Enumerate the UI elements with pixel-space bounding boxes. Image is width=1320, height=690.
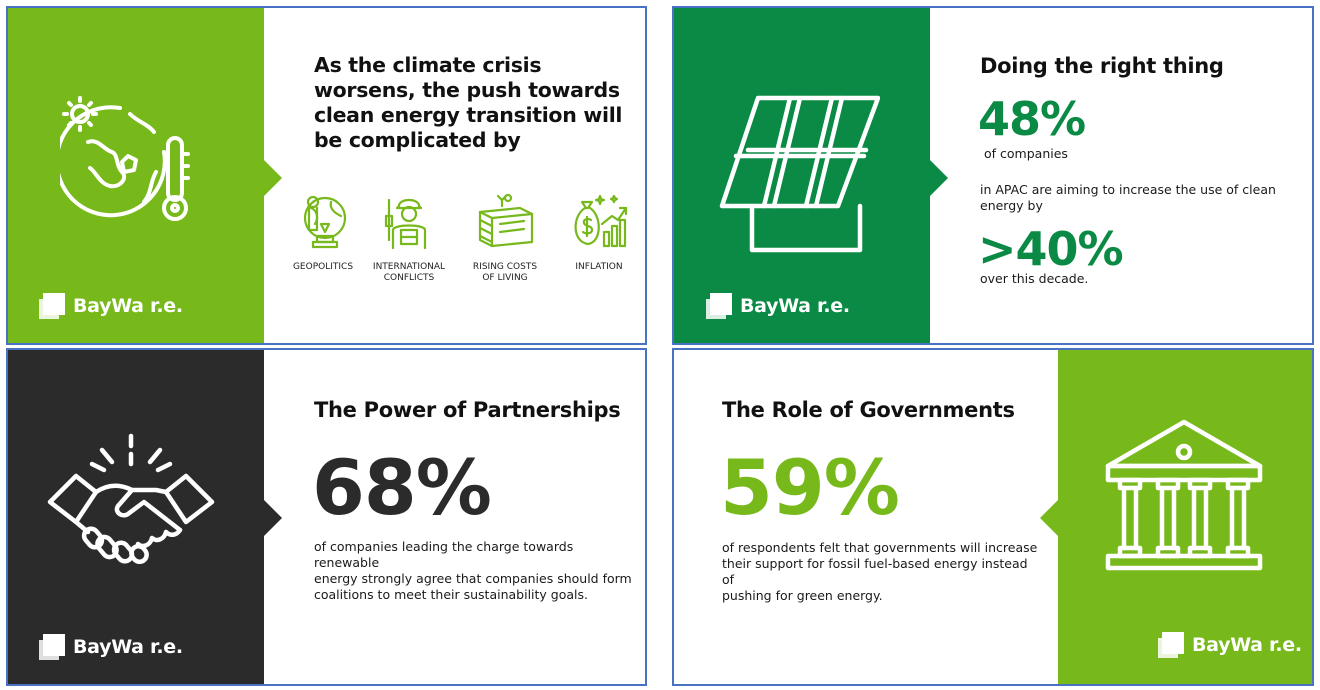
brand-logo: BayWa r.e.	[704, 291, 850, 321]
factor-label-line: RISING COSTS	[472, 262, 538, 272]
card1-heading-line: be complicated by	[314, 128, 521, 152]
card2-arrow	[930, 160, 948, 196]
soldier-icon	[384, 198, 427, 250]
card4-text-line: of respondents felt that governments wil…	[722, 540, 1038, 555]
card1-heading-line: clean energy transition will	[314, 103, 623, 127]
factor-geopolitics: GEOPOLITICS	[282, 190, 364, 273]
solar-panel-icon	[719, 95, 880, 253]
baywa-logo-icon	[706, 293, 732, 319]
factor-label: GEOPOLITICS	[292, 262, 354, 272]
baywa-logo-icon	[39, 293, 65, 319]
factor-inflation: INFLATION	[558, 190, 640, 273]
factor-label: INTERNATIONAL CONFLICTS	[368, 262, 450, 284]
card3-side-panel	[8, 350, 264, 684]
factor-label-line: CONFLICTS	[383, 273, 435, 283]
card4-text: of respondents felt that governments wil…	[722, 540, 1042, 604]
factor-label: RISING COSTS OF LIVING	[464, 262, 546, 284]
card2-text-line: in APAC are aiming to increase the use o…	[980, 182, 1276, 197]
card2-heading: Doing the right thing	[980, 54, 1224, 78]
card4-stat: 59%	[720, 443, 900, 532]
card3-heading: The Power of Partnerships	[314, 398, 621, 422]
factor-label-line: INTERNATIONAL	[372, 262, 446, 272]
brand-name: BayWa r.e.	[73, 295, 183, 317]
brand-logo: BayWa r.e.	[1156, 630, 1302, 660]
globe-thermometer-icon	[60, 96, 190, 221]
government-building-icon	[1105, 419, 1263, 571]
brand-name: BayWa r.e.	[73, 636, 183, 658]
card1-heading-line: worsens, the push towards	[314, 78, 620, 102]
card-climate-crisis: BayWa r.e. As the climate crisis worsens…	[6, 6, 647, 345]
card3-text-line: coalitions to meet their sustainability …	[314, 587, 588, 602]
card2-text-line: energy by	[980, 198, 1043, 213]
card1-heading: As the climate crisis worsens, the push …	[314, 53, 622, 153]
card4-text-line: their support for fossil fuel-based ener…	[722, 556, 1028, 587]
card3-stat: 68%	[312, 443, 492, 532]
card4-arrow	[1040, 500, 1058, 536]
brand-name: BayWa r.e.	[740, 295, 850, 317]
card3-text: of companies leading the charge towards …	[314, 539, 634, 603]
factor-rising-costs: RISING COSTS OF LIVING	[464, 190, 546, 284]
brand-logo: BayWa r.e.	[37, 632, 183, 662]
card3-arrow	[264, 500, 282, 536]
baywa-logo-icon	[39, 634, 65, 660]
card2-text-apac: in APAC are aiming to increase the use o…	[980, 182, 1300, 214]
card4-heading: The Role of Governments	[722, 398, 1015, 422]
geopolitics-icon	[303, 195, 347, 249]
card2-side-panel	[674, 8, 930, 343]
card2-stat-increase: >40%	[978, 222, 1124, 276]
baywa-logo-icon	[1158, 632, 1184, 658]
card2-stat-companies: 48%	[978, 92, 1086, 146]
factor-international-conflicts: INTERNATIONAL CONFLICTS	[368, 190, 450, 284]
card-role-governments: BayWa r.e. The Role of Governments 59% o…	[672, 348, 1314, 686]
card4-text-line: pushing for green energy.	[722, 588, 883, 603]
card4-side-panel	[1058, 350, 1312, 684]
money-bag-chart-icon	[574, 194, 628, 248]
factor-label-line: OF LIVING	[482, 273, 528, 283]
card1-heading-line: As the climate crisis	[314, 53, 542, 77]
card1-side-panel	[8, 8, 264, 343]
card1-arrow	[264, 160, 282, 196]
card3-text-line: energy strongly agree that companies sho…	[314, 571, 632, 586]
handshake-icon	[47, 433, 215, 565]
money-stack-icon	[478, 193, 534, 248]
card-power-partnerships: BayWa r.e. The Power of Partnerships 68%…	[6, 348, 647, 686]
card2-text-companies: of companies	[984, 146, 1068, 161]
factor-label: INFLATION	[575, 262, 623, 272]
card3-text-line: of companies leading the charge towards …	[314, 539, 574, 570]
card2-text-decade: over this decade.	[980, 271, 1089, 286]
card-doing-right-thing: BayWa r.e. Doing the right thing 48% of …	[672, 6, 1314, 345]
brand-name: BayWa r.e.	[1192, 634, 1302, 656]
brand-logo: BayWa r.e.	[37, 291, 183, 321]
